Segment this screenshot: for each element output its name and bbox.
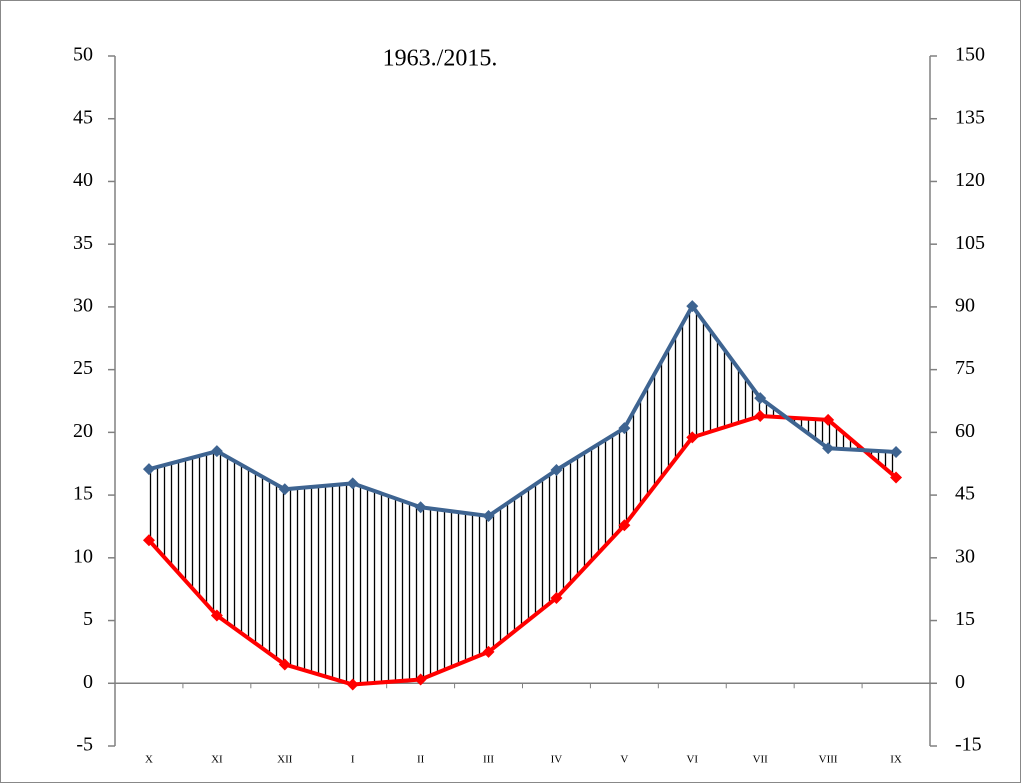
y-tick-label: -5 bbox=[76, 734, 93, 756]
x-tick-label: VI bbox=[686, 754, 698, 766]
x-tick-label: VII bbox=[753, 754, 769, 766]
marker bbox=[686, 431, 699, 444]
marker bbox=[210, 445, 223, 458]
series-line bbox=[147, 414, 898, 687]
y2-tick-label: 90 bbox=[955, 295, 975, 317]
marker bbox=[822, 442, 835, 455]
y2-tick-label: 15 bbox=[955, 608, 975, 630]
marker bbox=[890, 446, 903, 459]
marker bbox=[754, 410, 767, 423]
y2-tick-label: 0 bbox=[955, 671, 965, 693]
y-tick-label: 10 bbox=[73, 545, 93, 567]
y-tick-label: 50 bbox=[73, 44, 93, 66]
x-tick-label: XII bbox=[277, 754, 293, 766]
marker bbox=[550, 464, 563, 476]
marker bbox=[346, 477, 359, 490]
y-tick-label: 45 bbox=[73, 106, 93, 128]
marker bbox=[414, 673, 427, 686]
y2-tick-label: 150 bbox=[955, 44, 985, 66]
chart-title: 1963./2015. bbox=[383, 46, 498, 72]
marker bbox=[346, 678, 359, 691]
marker bbox=[686, 300, 699, 313]
marker bbox=[550, 591, 563, 604]
marker bbox=[618, 422, 631, 435]
x-tick-label: VIII bbox=[819, 754, 838, 766]
y2-tick-label: 30 bbox=[955, 545, 975, 567]
x-tick-label: XI bbox=[211, 754, 223, 766]
y-tick-label: 15 bbox=[73, 483, 93, 505]
x-tick-label: IX bbox=[890, 754, 902, 766]
y-tick-label: 25 bbox=[73, 357, 93, 379]
marker bbox=[822, 413, 835, 426]
marker bbox=[618, 519, 631, 532]
x-tick-label: IV bbox=[551, 754, 563, 766]
y-tick-label: 30 bbox=[73, 295, 93, 317]
y-tick-label: 20 bbox=[73, 420, 93, 442]
y2-tick-label: 60 bbox=[955, 420, 975, 442]
y-tick-label: 35 bbox=[73, 232, 93, 254]
marker bbox=[414, 501, 427, 514]
y2-tick-label: 45 bbox=[955, 483, 975, 505]
marker bbox=[278, 483, 291, 496]
y2-tick-label: 120 bbox=[955, 169, 985, 191]
y-tick-label: 5 bbox=[83, 608, 93, 630]
marker bbox=[890, 471, 903, 484]
marker bbox=[142, 463, 155, 476]
y2-tick-label: 105 bbox=[955, 232, 985, 254]
marker bbox=[482, 645, 495, 658]
x-tick-label: V bbox=[620, 754, 628, 766]
marker bbox=[210, 609, 223, 622]
marker bbox=[754, 392, 767, 405]
x-tick-label: X bbox=[145, 754, 153, 766]
x-tick-label: II bbox=[417, 754, 425, 766]
y2-tick-label: 135 bbox=[955, 106, 985, 128]
marker bbox=[482, 510, 495, 522]
marker bbox=[278, 658, 291, 671]
y-tick-label: 0 bbox=[83, 671, 93, 693]
x-tick-label: I bbox=[351, 754, 355, 766]
x-tick-label: III bbox=[483, 754, 494, 766]
marker bbox=[142, 534, 155, 547]
series-line bbox=[148, 304, 897, 518]
y2-tick-label: -15 bbox=[955, 734, 982, 756]
y2-tick-label: 75 bbox=[955, 357, 975, 379]
y-tick-label: 40 bbox=[73, 169, 93, 191]
